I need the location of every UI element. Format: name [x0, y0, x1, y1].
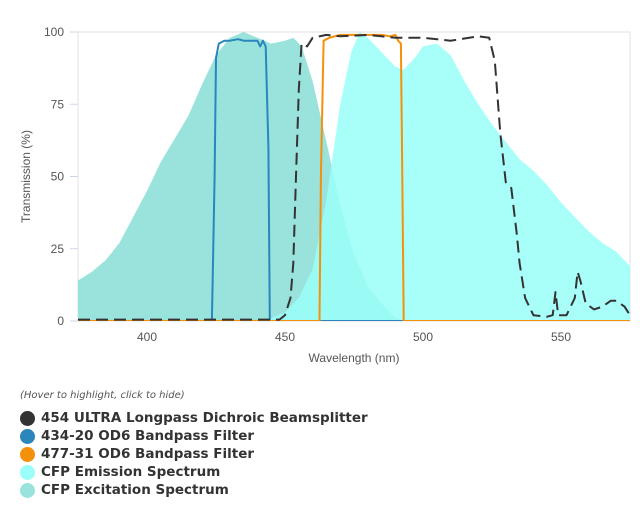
series-434-20-od6-bandpass-filter-line: [78, 38, 630, 321]
legend-label: CFP Emission Spectrum: [41, 464, 221, 480]
legend-label: 434-20 OD6 Bandpass Filter: [41, 428, 255, 444]
legend-item[interactable]: CFP Excitation Spectrum: [20, 481, 368, 499]
legend-label: 477-31 OD6 Bandpass Filter: [41, 446, 255, 462]
x-tick-label: 550: [551, 330, 571, 344]
y-tick-label: 100: [44, 25, 64, 39]
y-tick-label: 75: [51, 97, 65, 111]
spectra-chart: 0 25 50 75 100 400 450 500 550 Wavelength (nm) Tra…: [19, 25, 631, 365]
legend-item[interactable]: 477-31 OD6 Bandpass Filter: [20, 445, 368, 463]
legend-item[interactable]: 454 ULTRA Longpass Dichroic Beamsplitter: [20, 409, 368, 427]
y-tick-label: 25: [51, 242, 65, 256]
x-tick-label: 400: [137, 330, 157, 344]
series-454-ultra-longpass-dichroic-beamsplitter-line: [78, 33, 630, 321]
legend-item[interactable]: 434-20 OD6 Bandpass Filter: [20, 427, 368, 445]
y-axis-label: Transmission (%): [19, 130, 33, 223]
legend-label: CFP Excitation Spectrum: [41, 482, 229, 498]
y-tick-label: 50: [51, 170, 65, 184]
legend: (Hover to highlight, click to hide) 454 …: [20, 390, 368, 499]
legend-dot-icon: [20, 428, 35, 444]
legend-dot-icon: [20, 482, 35, 498]
legend-dot-icon: [20, 464, 35, 480]
y-tick-label: 0: [57, 314, 64, 328]
legend-item[interactable]: CFP Emission Spectrum: [20, 463, 368, 481]
series-cfp-emission-spectrum-area: [78, 32, 630, 321]
legend-label: 454 ULTRA Longpass Dichroic Beamsplitter: [41, 410, 368, 426]
legend-hint: (Hover to highlight, click to hide): [20, 390, 185, 401]
legend-dot-icon: [20, 410, 35, 426]
x-tick-label: 500: [413, 330, 433, 344]
x-axis-label: Wavelength (nm): [309, 351, 400, 365]
legend-dot-icon: [20, 446, 35, 462]
x-tick-label: 450: [275, 330, 295, 344]
